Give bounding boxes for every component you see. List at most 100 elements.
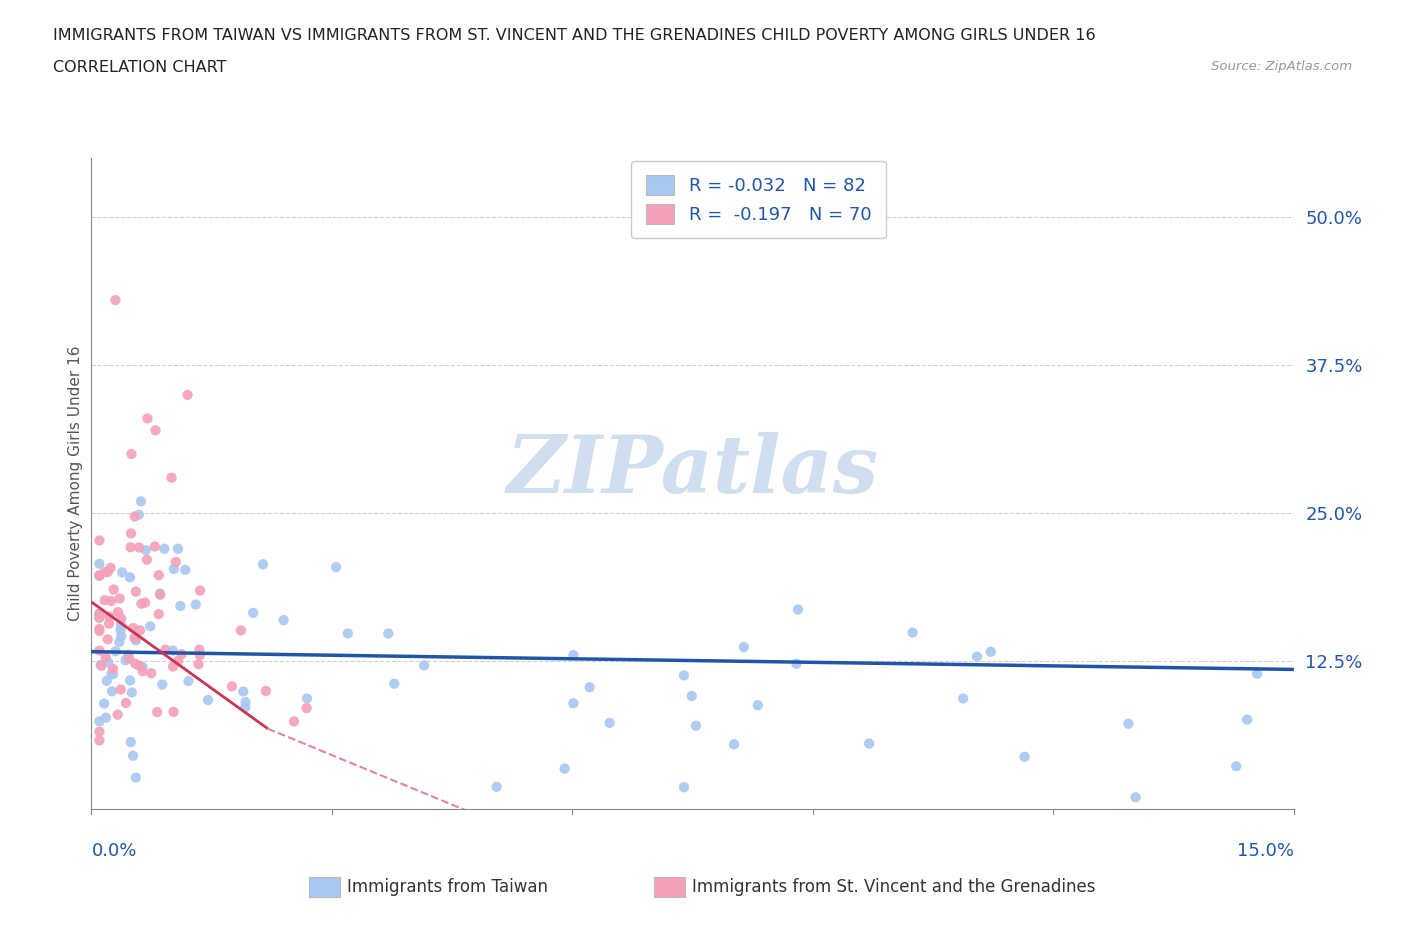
Point (97, 631, 120, 646)
Point (273, 613, 295, 628)
Point (148, 567, 170, 582)
Point (170, 646, 193, 661)
Point (114, 653, 136, 668)
Point (131, 659, 153, 674)
Point (1014, 750, 1036, 764)
Point (111, 565, 134, 579)
Point (188, 642, 211, 657)
Point (177, 673, 200, 688)
Point (145, 423, 167, 438)
Point (89, 606, 111, 621)
Point (141, 666, 163, 681)
Point (135, 552, 157, 567)
Point (599, 715, 621, 730)
Point (1125, 790, 1147, 804)
Point (165, 554, 187, 569)
Point (242, 605, 264, 620)
Point (110, 622, 132, 637)
Text: Immigrants from St. Vincent and the Grenadines: Immigrants from St. Vincent and the Gren… (692, 878, 1095, 897)
Point (94, 565, 117, 579)
Point (162, 643, 184, 658)
Legend: R = -0.032   N = 82, R =  -0.197   N = 70: R = -0.032 N = 82, R = -0.197 N = 70 (631, 161, 886, 238)
Text: Source: ZipAtlas.com: Source: ZipAtlas.com (1212, 60, 1353, 73)
Point (1236, 712, 1258, 727)
Point (233, 700, 256, 715)
Point (167, 541, 190, 556)
Point (125, 770, 148, 785)
Point (97, 655, 120, 670)
Point (90, 658, 112, 673)
Point (163, 562, 186, 577)
Point (672, 780, 695, 795)
Point (110, 618, 132, 632)
Point (252, 557, 274, 572)
Point (169, 599, 191, 614)
Point (89, 568, 111, 583)
Point (108, 591, 131, 605)
Point (110, 682, 132, 697)
Point (235, 695, 257, 710)
Y-axis label: Child Poverty Among Girls Under 16: Child Poverty Among Girls Under 16 (67, 346, 83, 621)
Point (90, 658, 112, 672)
Point (122, 749, 145, 764)
Point (485, 779, 508, 794)
Point (554, 761, 576, 776)
Point (120, 735, 142, 750)
Point (160, 471, 183, 485)
Point (197, 693, 219, 708)
Point (134, 595, 156, 610)
Point (121, 446, 143, 461)
Point (733, 640, 755, 655)
Point (94, 650, 117, 665)
Point (89, 610, 111, 625)
Point (101, 661, 124, 676)
Point (672, 668, 695, 683)
Point (124, 657, 146, 671)
Point (108, 634, 131, 649)
Point (188, 647, 211, 662)
Point (89, 556, 111, 571)
Point (1118, 716, 1140, 731)
Point (118, 673, 141, 688)
Point (107, 708, 129, 723)
Point (174, 563, 197, 578)
Point (120, 539, 142, 554)
Point (100, 667, 122, 682)
Point (124, 631, 146, 645)
Point (176, 388, 198, 403)
Point (128, 540, 150, 555)
Point (101, 684, 124, 698)
Point (562, 647, 585, 662)
Point (89, 610, 111, 625)
Point (785, 657, 807, 671)
Point (89, 724, 111, 739)
Point (187, 657, 209, 671)
Point (162, 659, 184, 674)
Point (115, 696, 138, 711)
Point (325, 560, 347, 575)
Point (89, 624, 111, 639)
Point (128, 508, 150, 523)
Point (89, 644, 111, 658)
Point (382, 676, 405, 691)
Point (167, 654, 190, 669)
Point (377, 626, 399, 641)
Point (149, 586, 172, 601)
Point (952, 691, 974, 706)
Point (101, 667, 124, 682)
Point (110, 629, 132, 644)
Point (125, 584, 148, 599)
Point (980, 644, 1002, 659)
Point (103, 582, 125, 597)
Point (232, 684, 254, 699)
Point (143, 539, 166, 554)
Point (124, 630, 146, 644)
Text: CORRELATION CHART: CORRELATION CHART (53, 60, 226, 75)
Text: IMMIGRANTS FROM TAIWAN VS IMMIGRANTS FROM ST. VINCENT AND THE GRENADINES CHILD P: IMMIGRANTS FROM TAIWAN VS IMMIGRANTS FRO… (53, 28, 1097, 43)
Point (89, 567, 111, 582)
Point (104, 293, 127, 308)
Point (121, 685, 143, 700)
Point (747, 698, 769, 712)
Point (136, 411, 159, 426)
Point (787, 602, 810, 617)
